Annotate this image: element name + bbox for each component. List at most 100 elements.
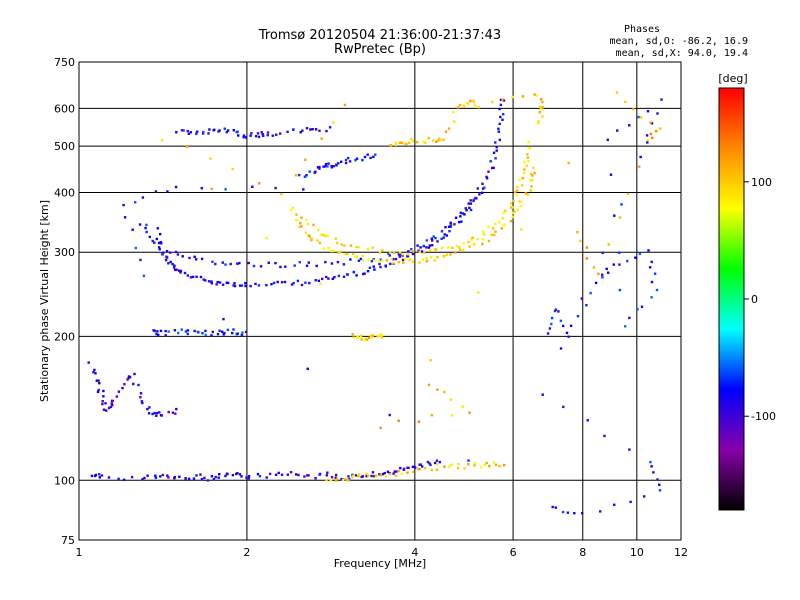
data-point [397, 253, 401, 256]
data-point [195, 130, 199, 133]
data-point [400, 472, 404, 476]
data-point [516, 189, 519, 192]
data-point [445, 234, 448, 237]
data-point [526, 193, 530, 196]
data-point [501, 217, 505, 220]
data-point [592, 266, 596, 269]
data-point [503, 463, 506, 467]
data-point [381, 259, 384, 262]
data-point [280, 281, 284, 284]
data-point [303, 175, 307, 178]
data-point [494, 463, 498, 466]
data-point [359, 336, 362, 339]
data-point [407, 466, 410, 469]
data-point [193, 329, 196, 333]
data-point [154, 190, 158, 193]
data-point [158, 246, 161, 249]
data-point [159, 232, 162, 236]
data-point [502, 113, 505, 116]
data-point [528, 146, 532, 150]
data-point [187, 132, 191, 135]
data-point [430, 255, 433, 259]
data-point [658, 483, 661, 486]
data-point [609, 173, 613, 176]
x-tick-label: 10 [630, 546, 644, 559]
data-point [467, 240, 470, 244]
data-point [209, 157, 212, 160]
data-point [304, 231, 308, 234]
data-point [236, 262, 239, 265]
data-point [462, 248, 465, 252]
data-point [510, 202, 513, 205]
data-point [214, 475, 217, 479]
data-point [463, 105, 466, 108]
data-point [361, 259, 365, 262]
data-point [193, 255, 196, 258]
data-point [425, 260, 429, 263]
data-point [210, 475, 214, 478]
data-point [448, 465, 451, 469]
data-point [200, 257, 204, 261]
data-point [473, 104, 477, 107]
data-point [474, 196, 477, 200]
data-point [357, 259, 361, 262]
data-point [275, 133, 278, 136]
data-point [319, 282, 322, 285]
data-point [257, 135, 261, 139]
data-point [307, 261, 310, 264]
data-point [399, 466, 402, 470]
data-point [218, 129, 221, 132]
data-point [232, 129, 235, 132]
data-point [337, 162, 340, 165]
data-point [398, 251, 402, 254]
data-point [231, 331, 234, 335]
data-point [127, 376, 130, 380]
data-point [179, 271, 182, 274]
data-point [533, 93, 536, 96]
data-point [518, 178, 521, 182]
data-point [223, 127, 226, 130]
data-point [411, 465, 415, 469]
data-point [368, 266, 372, 269]
data-point [467, 102, 470, 105]
data-point [146, 407, 149, 411]
data-point [174, 250, 178, 254]
data-point [467, 202, 470, 205]
data-point [559, 319, 563, 322]
data-point [187, 477, 191, 480]
data-point [216, 280, 219, 284]
data-point [175, 131, 178, 134]
data-point [121, 386, 124, 390]
data-point [175, 407, 178, 411]
data-point [401, 253, 404, 256]
data-point [196, 330, 199, 334]
data-point [359, 334, 363, 337]
data-point [447, 246, 450, 249]
data-point [637, 115, 640, 119]
data-point [419, 246, 422, 249]
data-point [468, 245, 471, 248]
data-point [222, 333, 225, 336]
data-point [357, 246, 360, 249]
data-point [308, 235, 311, 238]
data-point [645, 134, 649, 137]
data-point [478, 193, 481, 196]
data-point [432, 235, 435, 238]
data-point [109, 405, 113, 409]
data-point [365, 474, 368, 478]
data-point [208, 128, 211, 131]
data-point [520, 200, 523, 203]
data-point [134, 201, 137, 204]
data-point [567, 161, 570, 165]
data-point [476, 187, 479, 190]
data-point [579, 239, 582, 243]
data-point [330, 476, 334, 479]
data-point [376, 335, 380, 338]
data-point [127, 375, 131, 378]
data-point [92, 371, 95, 374]
data-point [347, 156, 350, 160]
data-point [436, 256, 439, 259]
data-point [541, 106, 544, 109]
data-point [485, 177, 489, 180]
data-point [586, 419, 589, 422]
